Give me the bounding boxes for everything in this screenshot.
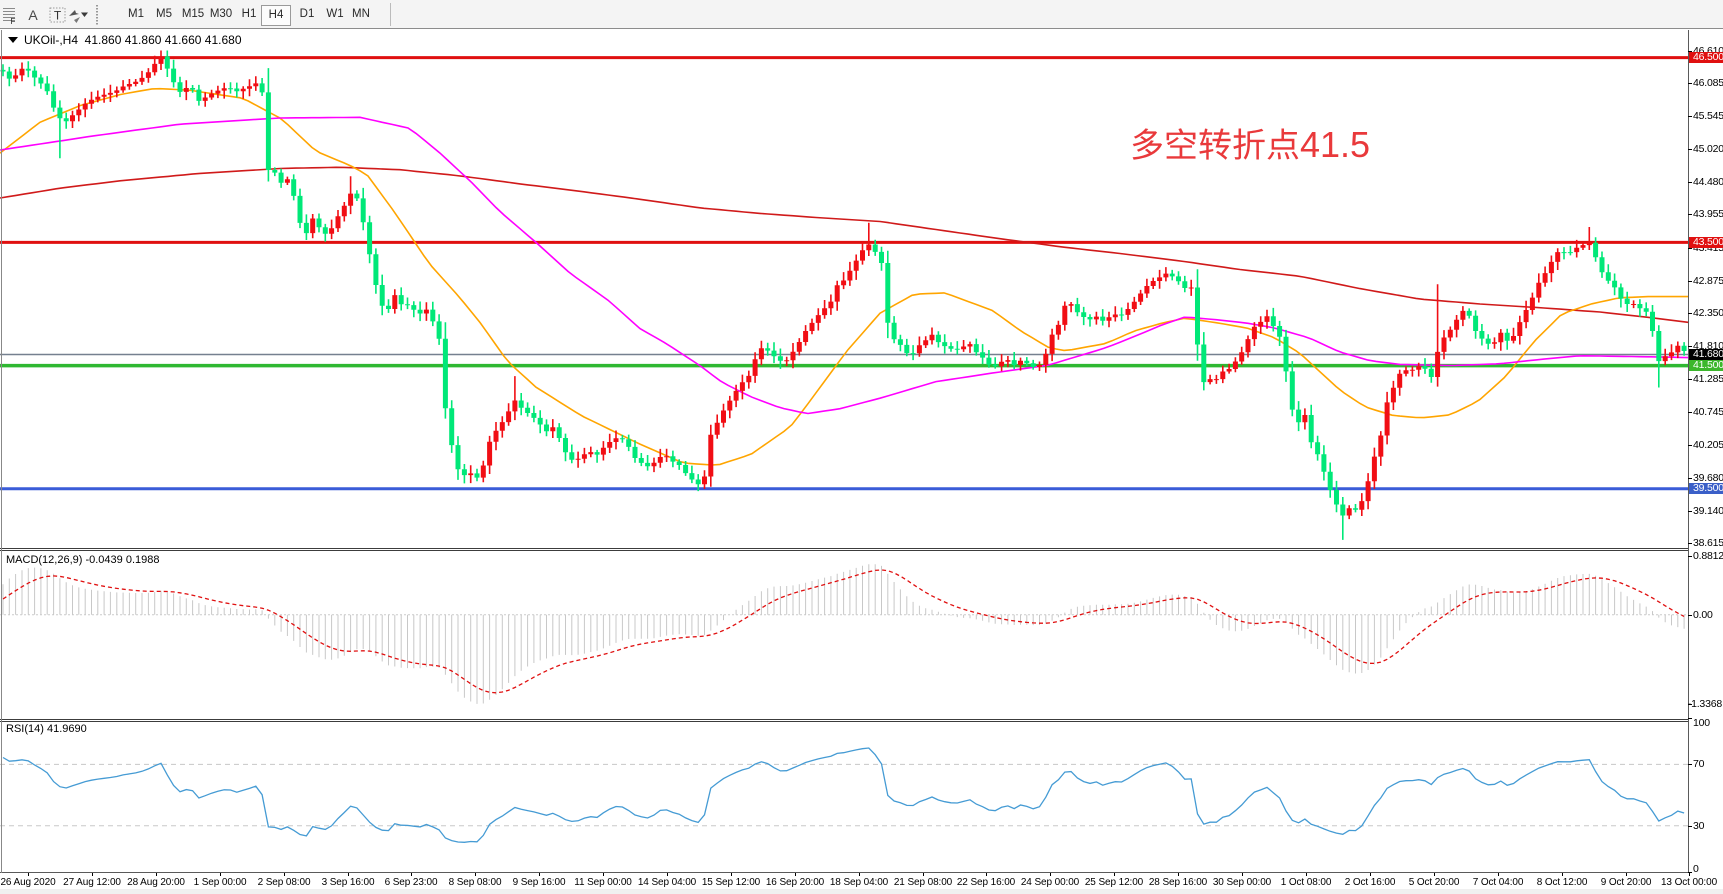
svg-text:F: F	[11, 17, 16, 26]
svg-text:A: A	[28, 7, 38, 23]
svg-text:T: T	[54, 9, 62, 23]
svg-text:41.5: 41.5	[1300, 124, 1370, 165]
